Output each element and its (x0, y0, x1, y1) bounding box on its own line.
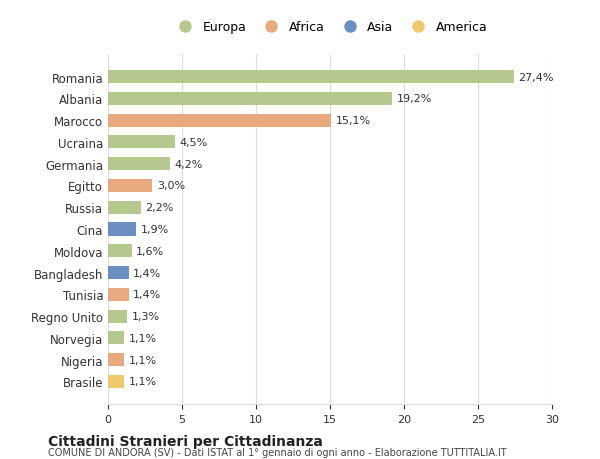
Bar (108, 266, 129, 280)
Bar (108, 71, 514, 84)
Text: 1,1%: 1,1% (129, 376, 157, 386)
Text: 1,4%: 1,4% (133, 268, 161, 278)
Text: 2,2%: 2,2% (145, 203, 173, 213)
Text: 19,2%: 19,2% (397, 94, 432, 104)
Text: COMUNE DI ANDORA (SV) - Dati ISTAT al 1° gennaio di ogni anno - Elaborazione TUT: COMUNE DI ANDORA (SV) - Dati ISTAT al 1°… (48, 448, 506, 458)
Bar (108, 201, 140, 214)
Text: 4,5%: 4,5% (179, 138, 207, 148)
Text: 1,1%: 1,1% (129, 355, 157, 365)
Bar (108, 93, 392, 106)
Bar (108, 353, 124, 366)
Bar (108, 179, 152, 193)
Bar (108, 114, 331, 128)
Bar (108, 223, 136, 236)
Text: 1,6%: 1,6% (136, 246, 164, 256)
Bar (108, 245, 131, 258)
Text: 27,4%: 27,4% (518, 73, 553, 83)
Text: 3,0%: 3,0% (157, 181, 185, 191)
Bar (108, 310, 127, 323)
Text: Cittadini Stranieri per Cittadinanza: Cittadini Stranieri per Cittadinanza (48, 434, 323, 448)
Text: 1,1%: 1,1% (129, 333, 157, 343)
Text: 15,1%: 15,1% (336, 116, 371, 126)
Text: 1,9%: 1,9% (140, 224, 169, 235)
Text: 1,4%: 1,4% (133, 290, 161, 300)
Bar (108, 288, 129, 301)
Bar (108, 136, 175, 149)
Bar (108, 375, 124, 388)
Text: 4,2%: 4,2% (175, 159, 203, 169)
Text: 1,3%: 1,3% (131, 311, 160, 321)
Bar (108, 158, 170, 171)
Bar (108, 331, 124, 345)
Legend: Europa, Africa, Asia, America: Europa, Africa, Asia, America (167, 16, 493, 39)
